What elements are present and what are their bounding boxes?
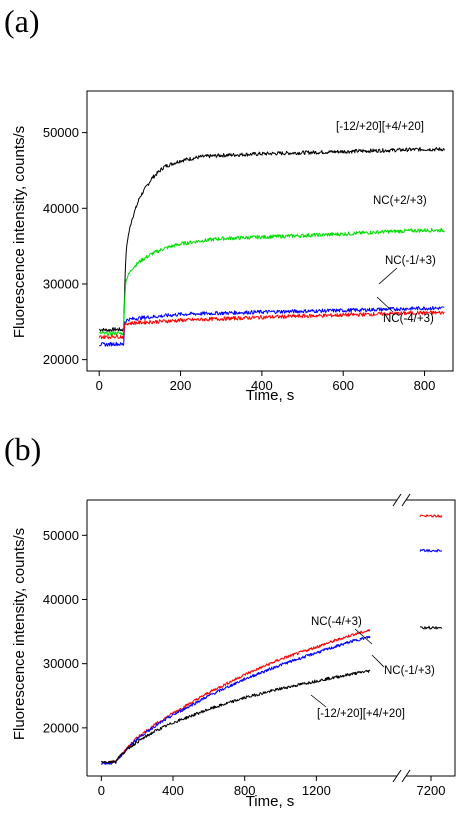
series-line-b-0 xyxy=(101,629,371,765)
y-tick-label: 50000 xyxy=(43,125,79,140)
panel-b-label-black: [-12/+20][+4/+20] xyxy=(317,708,405,720)
panel-a-series xyxy=(98,147,445,347)
panel-b-letter: (b) xyxy=(4,431,41,467)
series-line-a-2 xyxy=(99,305,445,347)
x-tick-label: 200 xyxy=(170,378,192,393)
y-tick-label: 50000 xyxy=(43,528,79,543)
panel-a-leader-red xyxy=(376,296,394,313)
panel-a-label-green: NC(+2/+3) xyxy=(373,195,427,207)
series-line-a-3 xyxy=(98,310,445,340)
panel-b-break-mark xyxy=(392,769,402,783)
panel-b-axes: 0 400 800 1200 20000 30000 40000 50000 7200 xyxy=(43,528,446,798)
series-after-break-1 xyxy=(419,548,443,553)
x-tick-label: 7200 xyxy=(417,783,446,798)
panel-a-label-red: NC(-4/+3) xyxy=(383,313,434,325)
x-tick-label: 1200 xyxy=(302,783,331,798)
panel-b-label-blue: NC(-1/+3) xyxy=(384,665,435,677)
panel-a-letter: (a) xyxy=(4,3,40,39)
series-after-break-0 xyxy=(419,513,443,519)
panel-a-axes: 0 200 400 600 800 20000 30000 40000 50000 xyxy=(43,125,436,393)
panel-a-plot-frame xyxy=(86,90,454,372)
y-tick-label: 30000 xyxy=(43,276,79,291)
series-line-b-2 xyxy=(100,669,371,764)
panel-b-break-gap-bottom xyxy=(397,770,406,782)
panel-b-label-red: NC(-4/+3) xyxy=(311,616,362,628)
x-tick-label: 800 xyxy=(234,783,256,798)
panel-a-x-axis-title: Time, s xyxy=(246,387,295,404)
x-tick-label: 0 xyxy=(98,783,105,798)
panel-a-label-black: [-12/+20][+4/+20] xyxy=(336,121,424,133)
x-tick-label: 400 xyxy=(162,783,184,798)
panel-b-y-axis-title: Fluorescence intensity, counts/s xyxy=(11,528,28,740)
panel-b-leader-blue xyxy=(371,654,385,668)
panel-b-break-gap-top xyxy=(397,494,406,506)
x-tick-label: 600 xyxy=(332,378,354,393)
series-line-b-1 xyxy=(101,635,371,765)
y-tick-label: 20000 xyxy=(43,720,79,735)
panel-b-series xyxy=(100,513,443,765)
x-tick-label: 0 xyxy=(96,378,103,393)
y-tick-label: 40000 xyxy=(43,201,79,216)
panel-a-y-axis-title: Fluorescence intensity, counts/s xyxy=(11,126,28,338)
x-tick-label: 400 xyxy=(251,378,273,393)
series-after-break-2 xyxy=(419,625,443,630)
series-line-a-0 xyxy=(99,147,445,333)
panel-a-leader-blue xyxy=(378,267,398,285)
panel-b-x-axis-title: Time, s xyxy=(246,793,295,810)
y-tick-label: 30000 xyxy=(43,656,79,671)
panel-b-axis-break xyxy=(392,493,411,783)
panel-b-break-mark xyxy=(392,493,402,507)
panel-b-leader-red xyxy=(354,628,373,645)
panel-a-label-blue: NC(-1/+3) xyxy=(385,255,436,267)
y-tick-label: 20000 xyxy=(43,352,79,367)
y-tick-label: 40000 xyxy=(43,592,79,607)
panel-b-break-mark xyxy=(401,493,411,507)
x-tick-label: 800 xyxy=(414,378,436,393)
panel-b-break-mark xyxy=(401,769,411,783)
series-line-a-1 xyxy=(98,227,445,337)
panel-b-leader-black xyxy=(310,694,327,708)
